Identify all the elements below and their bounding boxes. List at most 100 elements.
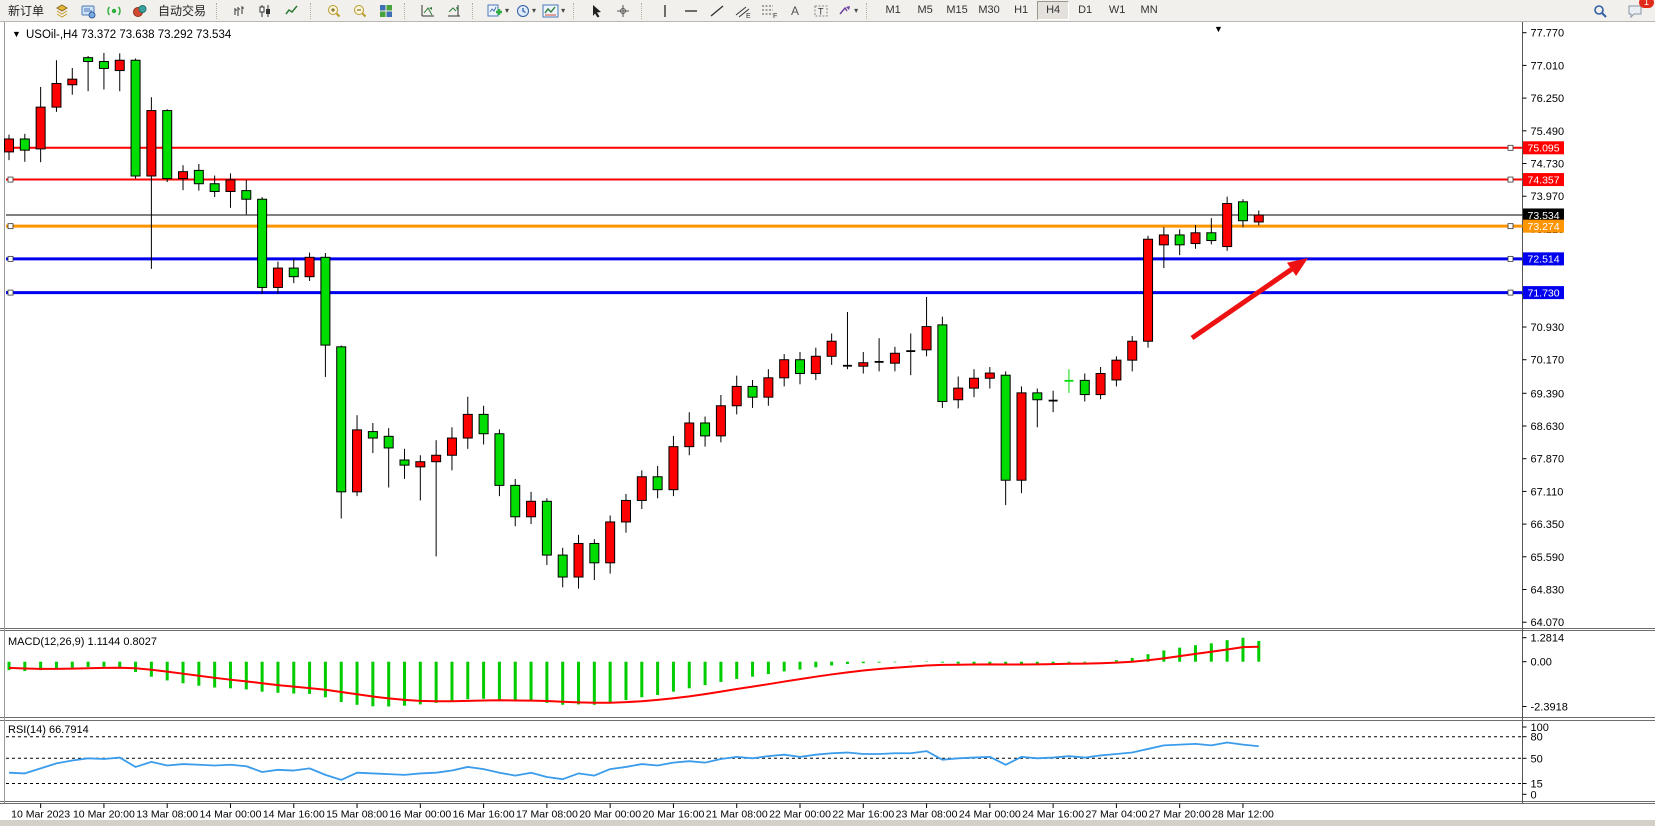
svg-text:65.590: 65.590 — [1531, 552, 1565, 564]
candle-down — [367, 431, 378, 439]
timeframe-button-mn[interactable]: MN — [1140, 4, 1158, 16]
candle-up — [953, 387, 964, 401]
clock-icon[interactable]: ▾ — [512, 0, 539, 21]
line-handle — [7, 289, 14, 296]
signal-icon[interactable] — [101, 0, 127, 21]
svg-text:70.930: 70.930 — [1531, 322, 1565, 334]
candle-up — [1016, 392, 1027, 481]
toolbar-separator — [641, 2, 647, 19]
candle-up — [67, 78, 78, 86]
vline-icon[interactable] — [652, 0, 678, 21]
search-icon[interactable] — [1587, 0, 1613, 21]
chart-window: 77.770 77.010 76.250 75.490 74.730 73.970 73.2… — [0, 22, 1655, 826]
symbol-collapse-icon[interactable]: ▼ — [12, 29, 21, 39]
svg-text:64.070: 64.070 — [1531, 617, 1565, 629]
candle-down — [937, 324, 948, 402]
svg-text:A: A — [791, 4, 799, 18]
candle-up — [1222, 203, 1233, 248]
tile-windows-icon[interactable] — [373, 0, 399, 21]
line-handle — [1507, 223, 1514, 230]
candle-up — [526, 500, 537, 518]
chart-canvas[interactable]: 77.770 77.010 76.250 75.490 74.730 73.970 73.2… — [0, 22, 1655, 826]
svg-text:0.00: 0.00 — [1531, 657, 1552, 669]
line-handle — [1507, 144, 1514, 151]
candle-up — [1190, 232, 1201, 245]
timeframe-button-m5[interactable]: M5 — [917, 4, 933, 16]
candle-up — [415, 461, 426, 468]
autotrade-icon[interactable] — [127, 0, 153, 21]
scroll-shift-icon[interactable] — [441, 0, 467, 21]
svg-text:24 Mar 16:00: 24 Mar 16:00 — [1022, 809, 1084, 821]
new-chart-icon[interactable]: ▾ — [483, 0, 512, 21]
svg-text:80: 80 — [1531, 732, 1543, 744]
candle-up — [1127, 340, 1138, 361]
hline-icon[interactable] — [678, 0, 704, 21]
chart-shift-marker[interactable]: ▼ — [1214, 24, 1223, 34]
svg-text:76.250: 76.250 — [1531, 93, 1565, 105]
profile-icon[interactable]: ▾ — [539, 0, 568, 21]
svg-text:27 Mar 04:00: 27 Mar 04:00 — [1085, 809, 1147, 821]
svg-text:72.514: 72.514 — [1528, 254, 1560, 266]
new-order-button[interactable]: 新订单 — [8, 4, 45, 18]
svg-text:68.630: 68.630 — [1531, 421, 1565, 433]
candle-up — [636, 476, 647, 501]
candle-up — [1111, 359, 1122, 381]
zoom-out-icon[interactable] — [347, 0, 373, 21]
svg-text:15: 15 — [1531, 779, 1543, 791]
arrows-icon[interactable]: ▾ — [834, 0, 861, 21]
timeframe-button-d1[interactable]: D1 — [1078, 4, 1093, 16]
candle-chart-icon[interactable] — [253, 0, 279, 21]
svg-text:F: F — [773, 13, 777, 19]
toolbar-separator — [216, 2, 222, 19]
candle-down — [494, 433, 505, 486]
cursor-icon[interactable] — [584, 0, 610, 21]
text-icon[interactable]: A — [782, 0, 808, 21]
candle-up — [51, 82, 62, 108]
timeframe-button-m1[interactable]: M1 — [885, 4, 901, 16]
candle-up — [984, 372, 995, 379]
trendline-icon[interactable] — [704, 0, 730, 21]
macd-indicator — [7, 637, 1261, 707]
macd-signal-line — [8, 645, 1259, 704]
auto-trading-button[interactable]: 自动交易 — [158, 4, 207, 18]
svg-text:77.770: 77.770 — [1531, 28, 1565, 40]
svg-text:15 Mar 08:00: 15 Mar 08:00 — [326, 809, 388, 821]
fibonacci-icon[interactable]: F — [756, 0, 782, 21]
main-toolbar: 新订单 自动交易 — [0, 0, 1655, 22]
trend-arrow-annotation[interactable] — [1190, 258, 1308, 341]
timeframe-button-m15[interactable]: M15 — [946, 4, 968, 16]
chat-icon[interactable]: 1 — [1623, 0, 1654, 21]
timeframe-button-w1[interactable]: W1 — [1108, 4, 1126, 16]
line-chart-icon[interactable] — [279, 0, 305, 21]
svg-text:-2.3918: -2.3918 — [1531, 701, 1568, 713]
line-handle — [1507, 176, 1514, 183]
label-icon[interactable]: T — [808, 0, 834, 21]
terminal-icon[interactable] — [75, 0, 101, 21]
channel-icon[interactable]: E — [730, 0, 756, 21]
svg-text:64.830: 64.830 — [1531, 585, 1565, 597]
candle-down — [510, 484, 521, 518]
timeframe-button-h1[interactable]: H1 — [1014, 4, 1029, 16]
candle-up — [668, 446, 679, 491]
svg-text:20 Mar 00:00: 20 Mar 00:00 — [579, 809, 641, 821]
bar-chart-icon[interactable] — [227, 0, 253, 21]
candle-down — [19, 138, 30, 151]
svg-text:24 Mar 00:00: 24 Mar 00:00 — [959, 809, 1021, 821]
timeframe-group: M1 M5 M15 M30 H1 H4 D1 W1 MN — [874, 0, 1168, 21]
candle-up — [1143, 238, 1154, 342]
svg-text:27 Mar 20:00: 27 Mar 20:00 — [1149, 809, 1211, 821]
svg-text:71.730: 71.730 — [1528, 287, 1560, 299]
scroll-end-icon[interactable] — [415, 0, 441, 21]
crosshair-icon[interactable] — [610, 0, 636, 21]
svg-text:67.110: 67.110 — [1531, 486, 1564, 498]
timeframe-button-h4[interactable]: H4 — [1037, 1, 1070, 20]
layers-icon[interactable] — [49, 0, 75, 21]
timeframe-button-m30[interactable]: M30 — [978, 4, 1000, 16]
zoom-in-icon[interactable] — [321, 0, 347, 21]
candle-down — [652, 476, 663, 491]
horizontal-line-objects[interactable] — [6, 144, 1523, 296]
svg-text:69.390: 69.390 — [1531, 388, 1565, 400]
rsi-line — [8, 741, 1259, 781]
svg-text:75.490: 75.490 — [1531, 126, 1565, 138]
